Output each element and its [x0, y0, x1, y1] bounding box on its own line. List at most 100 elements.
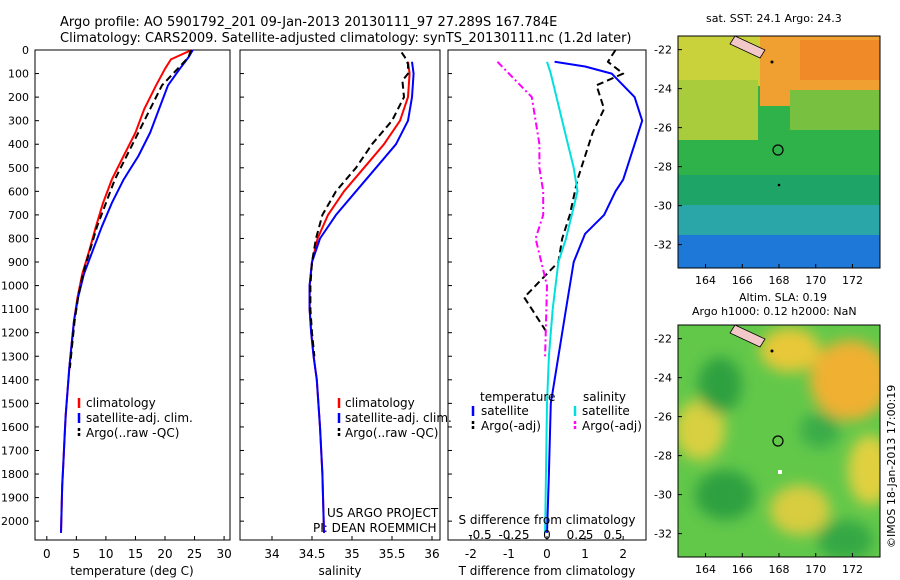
map-y-tick-label: -24 — [654, 372, 672, 385]
y-tick-label: 800 — [8, 232, 29, 245]
sst-warm-patch — [800, 40, 880, 80]
sst-field — [678, 36, 880, 268]
legend-label-climatology: climatology — [86, 396, 156, 410]
new-caledonia-landmass — [729, 325, 766, 348]
sla-high-blob — [770, 485, 830, 535]
x-tick-label: 1 — [581, 547, 589, 561]
sla-map-title2: Argo h1000: 0.12 h2000: NaN — [692, 305, 857, 318]
map-y-tick-label: -22 — [654, 44, 672, 57]
sst-cool-band — [678, 205, 880, 235]
map-x-tick-label: 164 — [695, 274, 716, 287]
sla-map-title1: Altim. SLA: 0.19 — [739, 291, 827, 304]
sla-low-blob — [800, 412, 840, 448]
x-tick-label: 0 — [543, 547, 551, 561]
y-tick-label: 600 — [8, 185, 29, 198]
sla-field — [678, 325, 880, 557]
island-dot — [777, 183, 781, 187]
legend-label-t-satellite: satellite — [481, 404, 529, 418]
x-tick-label: 35 — [344, 547, 359, 561]
x-tick-label: -2 — [465, 547, 477, 561]
series-line-argo-raw-qc — [68, 49, 192, 369]
x-tick-label: 10 — [98, 547, 113, 561]
s-difference-label: S difference from climatology — [459, 513, 636, 527]
sst-mid-patch — [678, 80, 758, 140]
y-tick-label: 1300 — [1, 350, 29, 363]
legend-label-argo: Argo(..raw -QC) — [345, 426, 438, 440]
y-tick-label: 1500 — [1, 397, 29, 410]
x-tick-label: -1 — [503, 547, 515, 561]
map-y-tick-label: -28 — [654, 450, 672, 463]
salinity-legend: climatology satellite-adj. clim. Argo(..… — [337, 396, 452, 440]
x-tick-label: 34 — [264, 547, 279, 561]
series-line-argo-raw-qc — [309, 51, 409, 357]
map-x-tick-label: 172 — [842, 274, 863, 287]
sla-low-blob — [698, 357, 742, 413]
x-tick-label: 35.5 — [379, 547, 406, 561]
island-dot — [770, 60, 774, 64]
legend-label-s-satellite: satellite — [582, 404, 630, 418]
sla-low-blob — [695, 470, 755, 520]
x-tick-label: 36 — [424, 547, 439, 561]
s-tick-label: 0.25 — [567, 528, 594, 542]
legend-label-climatology: climatology — [345, 396, 415, 410]
y-tick-label: 200 — [8, 91, 29, 104]
y-tick-label: 1900 — [1, 492, 29, 505]
y-tick-label: 1200 — [1, 327, 29, 340]
s-tick-label: 0 — [543, 528, 551, 542]
legend-label-argo: Argo(..raw -QC) — [86, 426, 179, 440]
difference-xlabel: T difference from climatology — [458, 564, 636, 578]
sst-map-title: sat. SST: 24.1 Argo: 24.3 — [706, 12, 842, 25]
island-dot — [770, 349, 774, 353]
map-x-tick-label: 170 — [805, 274, 826, 287]
difference-legend: temperature salinity satellite Argo(-adj… — [471, 390, 642, 433]
map-y-tick-label: -28 — [654, 161, 672, 174]
s-tick-label: 0.5 — [603, 528, 622, 542]
y-tick-label: 900 — [8, 256, 29, 269]
sla-blobs — [678, 328, 880, 557]
y-tick-label: 1600 — [1, 421, 29, 434]
legend-label-satellite: satellite-adj. clim. — [345, 411, 452, 425]
y-tick-label: 300 — [8, 115, 29, 128]
series-line-satellite — [546, 60, 644, 533]
legend-label-s-argo: Argo(-adj) — [582, 419, 642, 433]
sst-mid-patch — [790, 90, 880, 130]
salinity-panel: 34 34.5 35 35.5 36 salinity climatology sate… — [239, 49, 452, 578]
y-tick-label: 700 — [8, 209, 29, 222]
x-tick-label: 5 — [73, 547, 81, 561]
island-dot — [778, 470, 782, 474]
map-x-tick-label: 166 — [732, 563, 753, 576]
x-tick-label: 0 — [43, 547, 51, 561]
y-tick-label: 1000 — [1, 280, 29, 293]
temperature-xlabel: temperature (deg C) — [70, 564, 193, 578]
map-x-tick-label: 170 — [805, 563, 826, 576]
y-tick-label: 1800 — [1, 468, 29, 481]
map-x-tick-label: 164 — [695, 563, 716, 576]
map-y-tick-label: -26 — [654, 122, 672, 135]
map-y-tick-label: -32 — [654, 528, 672, 541]
project-annotation: US ARGO PROJECT — [327, 506, 439, 520]
x-tick-label: 2 — [619, 547, 627, 561]
sla-map: Altim. SLA: 0.19 Argo h1000: 0.12 h2000:… — [654, 291, 881, 576]
series-line-satellite-adj-clim — [308, 61, 415, 533]
x-tick-label: 15 — [128, 547, 143, 561]
credit-text: ©IMOS 18-Jan-2013 17:00:19 — [885, 385, 898, 548]
y-tick-label: 500 — [8, 162, 29, 175]
map-x-tick-label: 166 — [732, 274, 753, 287]
map-x-tick-label: 168 — [769, 563, 790, 576]
series-line-climatology — [308, 61, 411, 533]
y-tick-label: 1100 — [1, 303, 29, 316]
sla-low-blob — [817, 520, 873, 557]
sla-high-blob — [760, 328, 820, 372]
map-y-tick-label: -32 — [654, 239, 672, 252]
series-line-salinity-argo-adj — [496, 61, 548, 357]
salinity-xlabel: salinity — [318, 564, 361, 578]
legend-title-temperature: temperature — [480, 390, 555, 404]
temperature-panel: 0100200300400500600700800900100011001200… — [1, 44, 232, 578]
y-tick-label: 1700 — [1, 444, 29, 457]
header-line1: Argo profile: AO 5901792_201 09-Jan-2013… — [60, 15, 557, 30]
sst-cold-band — [678, 235, 880, 268]
x-tick-label: 25 — [187, 547, 202, 561]
y-tick-label: 1400 — [1, 374, 29, 387]
x-tick-label: 20 — [157, 547, 172, 561]
